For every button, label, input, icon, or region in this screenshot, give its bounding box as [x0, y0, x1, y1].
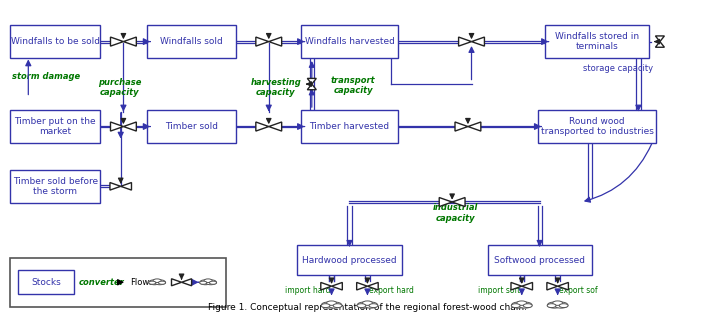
Circle shape	[321, 304, 330, 307]
Circle shape	[547, 304, 556, 307]
FancyBboxPatch shape	[10, 25, 100, 58]
Polygon shape	[124, 37, 137, 46]
Text: Hardwood processed: Hardwood processed	[302, 256, 397, 265]
FancyBboxPatch shape	[10, 258, 226, 307]
Polygon shape	[357, 283, 367, 290]
Circle shape	[204, 279, 212, 283]
FancyBboxPatch shape	[10, 110, 100, 143]
Circle shape	[153, 279, 161, 283]
Text: Stocks: Stocks	[31, 278, 61, 287]
Text: industrial
capacity: industrial capacity	[433, 204, 478, 223]
Circle shape	[547, 302, 561, 308]
Polygon shape	[468, 122, 481, 131]
Circle shape	[518, 302, 532, 308]
Circle shape	[369, 304, 378, 307]
Polygon shape	[656, 42, 664, 47]
Polygon shape	[522, 283, 532, 290]
Polygon shape	[172, 279, 182, 286]
Text: Timber put on the
market: Timber put on the market	[15, 117, 96, 136]
Polygon shape	[367, 283, 378, 290]
FancyBboxPatch shape	[18, 270, 74, 294]
Text: import soft: import soft	[478, 286, 521, 295]
Polygon shape	[121, 183, 132, 190]
Polygon shape	[547, 283, 558, 290]
Text: purchase
capacity: purchase capacity	[98, 77, 142, 97]
Text: Windfalls stored in
terminals: Windfalls stored in terminals	[555, 32, 639, 51]
FancyBboxPatch shape	[297, 245, 401, 275]
Text: storage capacity: storage capacity	[582, 64, 653, 73]
Circle shape	[328, 302, 342, 308]
Circle shape	[559, 304, 568, 307]
Text: Timber harvested: Timber harvested	[310, 122, 390, 131]
Text: Round wood
transported to industries: Round wood transported to industries	[541, 117, 654, 136]
Polygon shape	[656, 36, 664, 42]
Polygon shape	[269, 122, 281, 131]
Polygon shape	[124, 122, 137, 131]
Polygon shape	[256, 37, 269, 46]
Circle shape	[333, 304, 342, 307]
Circle shape	[321, 302, 335, 308]
FancyBboxPatch shape	[10, 170, 100, 203]
Circle shape	[200, 281, 206, 284]
Text: Flows: Flows	[131, 278, 154, 287]
Text: Figure 1. Conceptual representation of the regional forest-wood chain.: Figure 1. Conceptual representation of t…	[208, 303, 527, 312]
Polygon shape	[182, 279, 192, 286]
Circle shape	[517, 301, 527, 305]
Polygon shape	[111, 122, 124, 131]
Circle shape	[209, 281, 217, 284]
Polygon shape	[256, 122, 269, 131]
Text: import hard: import hard	[284, 286, 330, 295]
Polygon shape	[472, 37, 484, 46]
Polygon shape	[308, 84, 316, 90]
Polygon shape	[111, 37, 124, 46]
Polygon shape	[308, 78, 316, 84]
Circle shape	[512, 302, 526, 308]
Polygon shape	[332, 283, 342, 290]
Circle shape	[523, 304, 532, 307]
Circle shape	[154, 280, 166, 285]
Circle shape	[362, 301, 372, 305]
Polygon shape	[558, 283, 569, 290]
Circle shape	[148, 281, 156, 284]
Polygon shape	[439, 198, 452, 207]
Text: export sof: export sof	[559, 286, 598, 295]
Polygon shape	[321, 283, 332, 290]
Polygon shape	[269, 37, 281, 46]
Text: Windfalls sold: Windfalls sold	[160, 37, 223, 46]
Text: export hard: export hard	[369, 286, 414, 295]
Circle shape	[205, 280, 217, 285]
FancyBboxPatch shape	[488, 245, 592, 275]
Polygon shape	[459, 37, 472, 46]
Circle shape	[364, 302, 378, 308]
Text: Softwood processed: Softwood processed	[494, 256, 585, 265]
Circle shape	[357, 304, 366, 307]
Text: Timber sold: Timber sold	[165, 122, 218, 131]
Text: Timber sold before
the storm: Timber sold before the storm	[12, 177, 98, 196]
Circle shape	[554, 302, 568, 308]
FancyBboxPatch shape	[301, 110, 398, 143]
Circle shape	[511, 304, 520, 307]
Polygon shape	[511, 283, 522, 290]
Circle shape	[357, 302, 371, 308]
Polygon shape	[455, 122, 468, 131]
Text: Windfalls harvested: Windfalls harvested	[305, 37, 395, 46]
Polygon shape	[110, 183, 121, 190]
Text: storm damage: storm damage	[12, 72, 80, 81]
FancyBboxPatch shape	[538, 110, 656, 143]
Text: converter: converter	[79, 278, 124, 287]
Circle shape	[553, 301, 563, 305]
Circle shape	[158, 281, 166, 284]
Circle shape	[326, 301, 337, 305]
Circle shape	[200, 280, 211, 285]
FancyBboxPatch shape	[545, 25, 649, 58]
FancyBboxPatch shape	[301, 25, 398, 58]
FancyBboxPatch shape	[147, 110, 236, 143]
Circle shape	[149, 280, 160, 285]
Text: transport
capacity: transport capacity	[331, 76, 375, 95]
Text: Windfalls to be sold: Windfalls to be sold	[11, 37, 100, 46]
Text: harvesting
capacity: harvesting capacity	[251, 77, 301, 97]
Polygon shape	[452, 198, 465, 207]
FancyBboxPatch shape	[147, 25, 236, 58]
